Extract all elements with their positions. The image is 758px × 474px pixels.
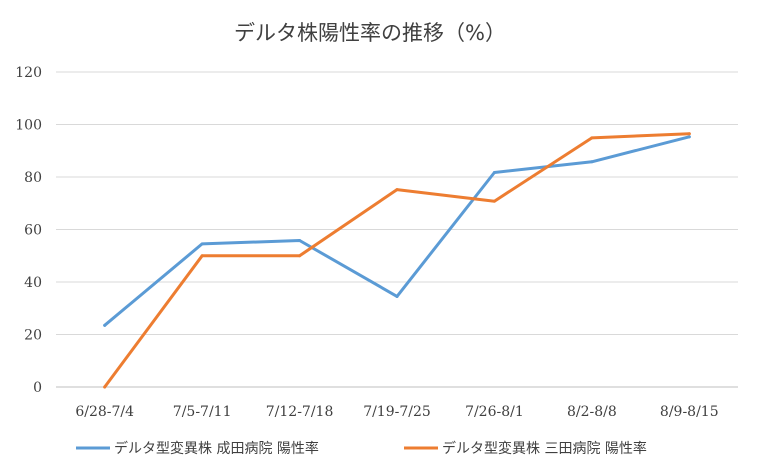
- x-tick-label: 8/9-8/15: [660, 404, 719, 420]
- x-tick-label: 7/5-7/11: [173, 404, 232, 420]
- gridlines: [56, 71, 738, 388]
- chart-title: デルタ株陽性率の推移（%）: [234, 21, 506, 45]
- series-lines: [103, 132, 691, 389]
- data-point: [492, 199, 496, 203]
- data-point: [687, 132, 691, 136]
- data-point: [395, 294, 399, 298]
- data-point: [590, 136, 594, 140]
- series-line-2: [103, 132, 691, 389]
- data-point: [200, 254, 204, 258]
- data-point: [298, 254, 302, 258]
- y-tick-label: 120: [15, 65, 42, 81]
- legend-label: デルタ型変異株 成田病院 陽性率: [114, 440, 319, 457]
- data-point: [492, 171, 496, 175]
- axes: 0 20 40 60 80 100 120 6/28-7/4 7/5-7/11 7/12-7/18…: [15, 65, 718, 420]
- data-point: [590, 160, 594, 164]
- y-tick-label: 0: [33, 380, 42, 396]
- data-point: [298, 239, 302, 243]
- x-tick-label: 7/26-8/1: [465, 404, 524, 420]
- x-tick-label: 7/12-7/18: [266, 404, 334, 420]
- y-tick-label: 80: [24, 170, 42, 186]
- y-tick-label: 20: [24, 328, 42, 344]
- x-tick-label: 8/2-8/8: [567, 404, 617, 420]
- data-point: [687, 135, 691, 139]
- legend-label: デルタ型変異株 三田病院 陽性率: [442, 440, 647, 457]
- data-point: [103, 385, 107, 389]
- data-point: [395, 188, 399, 192]
- y-tick-label: 40: [24, 275, 42, 291]
- x-tick-label: 7/19-7/25: [363, 404, 431, 420]
- y-tick-label: 100: [15, 118, 42, 134]
- data-point: [200, 242, 204, 246]
- x-tick-label: 6/28-7/4: [75, 404, 134, 420]
- legend: デルタ型変異株 成田病院 陽性率 デルタ型変異株 三田病院 陽性率: [76, 440, 647, 457]
- data-point: [103, 323, 107, 327]
- y-tick-label: 60: [24, 223, 42, 239]
